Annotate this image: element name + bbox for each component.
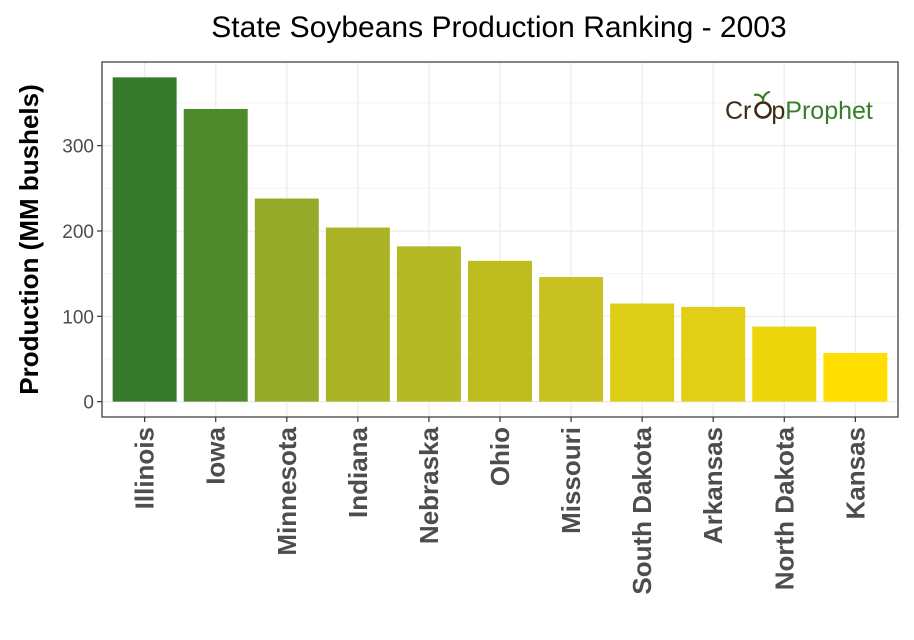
x-tick-label: North Dakota: [769, 426, 799, 590]
x-tick-label: Ohio: [485, 427, 515, 486]
x-tick-label: Iowa: [201, 426, 231, 484]
x-tick-label: Missouri: [556, 427, 586, 534]
y-tick-label: 0: [83, 393, 94, 414]
bar-nebraska: [396, 246, 461, 402]
x-tick-label: Indiana: [343, 426, 373, 518]
y-tick-label: 100: [62, 307, 94, 328]
bar-kansas: [823, 352, 888, 402]
bar-missouri: [539, 277, 604, 402]
y-axis-label: Production (MM bushels): [14, 84, 44, 395]
bar-indiana: [325, 227, 390, 402]
bar-north-dakota: [752, 326, 817, 402]
watermark-text: Cr pProphet: [725, 97, 873, 125]
x-tick-label: Nebraska: [414, 426, 444, 544]
x-tick-label: Illinois: [130, 427, 160, 509]
x-tick-label: South Dakota: [627, 426, 657, 594]
y-tick-label: 300: [62, 137, 94, 158]
bar-arkansas: [681, 306, 746, 402]
y-tick-label: 200: [62, 222, 94, 243]
bar-south-dakota: [610, 303, 675, 402]
bar-iowa: [183, 108, 248, 402]
bars: [112, 77, 888, 402]
x-tick-label: Arkansas: [698, 427, 728, 544]
x-tick-label: Minnesota: [272, 426, 302, 555]
axes: 0 100 200 300 Illinois Iowa Minnesota Indiana Ne…: [62, 137, 870, 595]
logo-sprout-icon: [753, 90, 771, 103]
x-tick-label: Kansas: [840, 427, 870, 520]
chart-title: State Soybeans Production Ranking - 2003: [211, 11, 786, 44]
bar-illinois: [112, 77, 177, 402]
logo-seed-icon: [754, 101, 772, 119]
watermark-logo: Cr pProphet: [725, 90, 873, 125]
bar-minnesota: [254, 198, 319, 402]
bar-ohio: [468, 260, 532, 402]
